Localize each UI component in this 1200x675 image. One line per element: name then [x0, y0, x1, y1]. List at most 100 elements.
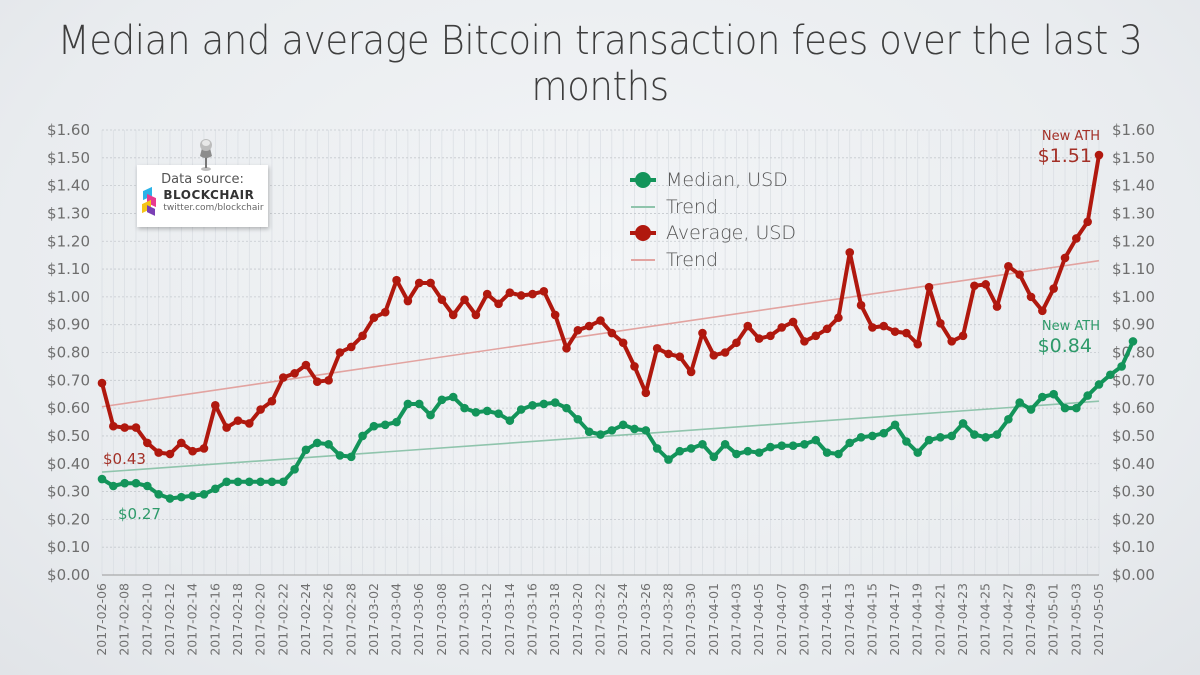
median-trend-line-icon [628, 197, 658, 217]
data-source-card: Data source: BLOCKCHAIR twitter.com/bloc… [137, 165, 268, 227]
x-tick-label: 2017-02-08 [117, 583, 132, 656]
median-data-point [188, 491, 197, 501]
median-data-point [244, 477, 254, 487]
average-data-point [868, 323, 877, 332]
y-tick-label-left: $0.20 [47, 510, 90, 528]
x-tick-label: 2017-02-18 [230, 583, 245, 656]
average-data-point [154, 448, 163, 457]
median-data-point [607, 426, 617, 435]
median-data-point [482, 406, 492, 416]
legend-item-average[interactable]: Average, USD [628, 220, 796, 247]
y-tick-label-left: $0.70 [47, 371, 90, 389]
x-tick-label: 2017-04-19 [910, 583, 925, 656]
blockchair-url[interactable]: twitter.com/blockchair [163, 203, 264, 213]
average-data-point [913, 339, 923, 349]
median-data-point [1060, 403, 1070, 413]
average-data-point [981, 280, 991, 289]
average-data-point [165, 449, 175, 459]
median-data-point [120, 478, 129, 488]
x-tick-label: 2017-04-23 [955, 583, 970, 656]
median-data-point [505, 416, 515, 425]
average-data-point [652, 344, 662, 353]
average-data-point [392, 275, 401, 285]
legend-label-average: Average, USD [666, 222, 797, 245]
median-data-point [210, 484, 220, 494]
median-data-point [1083, 391, 1092, 400]
median-data-point [732, 449, 741, 459]
median-data-point [947, 431, 957, 441]
average-data-point [902, 328, 911, 338]
average-data-point [346, 342, 356, 352]
median-data-point [109, 481, 118, 491]
data-source-heading: Data source: [161, 172, 244, 187]
average-data-point [143, 438, 152, 448]
x-axis: 2017-02-06 2017-02-08 2017-02-10 2017-02-12… [94, 583, 1106, 656]
median-data-point [1072, 403, 1081, 413]
legend-label-average-trend: Trend [666, 248, 718, 271]
median-data-point [448, 392, 458, 402]
median-data-point [233, 477, 243, 487]
average-data-point [244, 419, 254, 428]
median-data-point [1117, 362, 1126, 371]
median-data-point [766, 442, 775, 452]
median-series-line [100, 340, 1135, 501]
average-data-point [754, 334, 764, 343]
legend-item-median[interactable]: Median, USD [628, 167, 796, 194]
average-data-point [403, 296, 413, 306]
x-tick-label: 2017-04-17 [887, 583, 902, 656]
average-data-point [494, 299, 503, 309]
median-data-point [981, 433, 991, 442]
x-tick-label: 2017-04-25 [978, 583, 993, 656]
x-tick-label: 2017-02-16 [207, 583, 222, 656]
median-data-point [641, 426, 651, 435]
average-data-point [222, 423, 231, 432]
average-data-point [210, 401, 220, 410]
legend-item-median-trend[interactable]: Trend [628, 194, 796, 221]
median-data-point [301, 445, 311, 455]
median-data-point [652, 444, 662, 453]
median-data-point [1094, 380, 1104, 389]
median-data-point [1015, 398, 1024, 407]
y-tick-label-left: $0.80 [47, 344, 90, 362]
average-data-point [992, 302, 1002, 311]
average-data-point [516, 291, 526, 300]
x-tick-label: 2017-02-26 [321, 583, 336, 656]
average-data-point [1094, 150, 1104, 160]
y-tick-label-right: $0.20 [1112, 510, 1155, 528]
average-data-point [437, 295, 447, 304]
average-data-point [879, 321, 889, 331]
y-tick-label-right: $1.00 [1112, 288, 1155, 306]
x-tick-label: 2017-04-01 [706, 583, 721, 656]
legend-label-median: Median, USD [666, 169, 788, 192]
y-tick-label-right: $0.00 [1112, 566, 1155, 584]
median-data-point [596, 430, 605, 439]
y-tick-label-right: $1.10 [1112, 260, 1155, 278]
average-data-point [550, 310, 560, 320]
median-data-point [290, 465, 299, 474]
x-tick-label: 2017-04-07 [774, 583, 789, 656]
median-data-point [573, 414, 583, 424]
median-data-point [845, 438, 855, 448]
average-data-point [505, 288, 515, 298]
median-data-point [267, 477, 277, 487]
y-tick-label-left: $0.30 [47, 483, 90, 501]
blockchair-logo-icon [141, 186, 157, 216]
y-tick-label-left: $1.40 [47, 177, 90, 195]
annotations: $0.43 $0.27 New ATH $1.51 New ATH $0.84 [103, 129, 1100, 523]
x-tick-label: 2017-03-02 [366, 583, 381, 656]
y-tick-label-left: $1.10 [47, 260, 90, 278]
median-data-point [177, 492, 186, 502]
median-data-point [528, 401, 537, 410]
x-tick-label: 2017-02-06 [94, 583, 109, 656]
average-data-point [528, 289, 537, 299]
average-data-point [732, 338, 741, 348]
average-data-point [890, 327, 900, 336]
average-data-point [856, 300, 866, 310]
legend-item-average-trend[interactable]: Trend [628, 247, 796, 274]
average-data-point [290, 369, 299, 378]
y-tick-label-right: $0.80 [1112, 344, 1155, 362]
median-data-point [278, 477, 288, 487]
x-tick-label: 2017-04-15 [864, 583, 879, 656]
x-tick-label: 2017-03-08 [434, 583, 449, 656]
median-data-point [380, 420, 390, 430]
